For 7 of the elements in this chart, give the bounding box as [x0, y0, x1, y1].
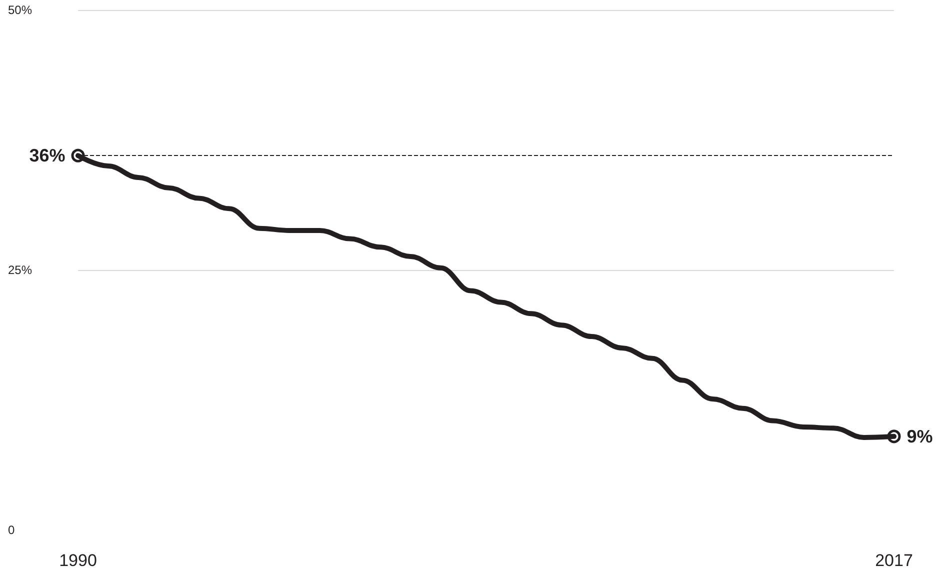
y-tick-label: 50%: [8, 3, 32, 17]
x-tick-label: 2017: [875, 551, 913, 570]
data-label: 9%: [906, 426, 933, 446]
y-tick-label: 0: [8, 523, 15, 537]
y-tick-label: 25%: [8, 263, 32, 277]
x-tick-label: 1990: [59, 551, 97, 570]
data-label: 36%: [29, 146, 66, 166]
